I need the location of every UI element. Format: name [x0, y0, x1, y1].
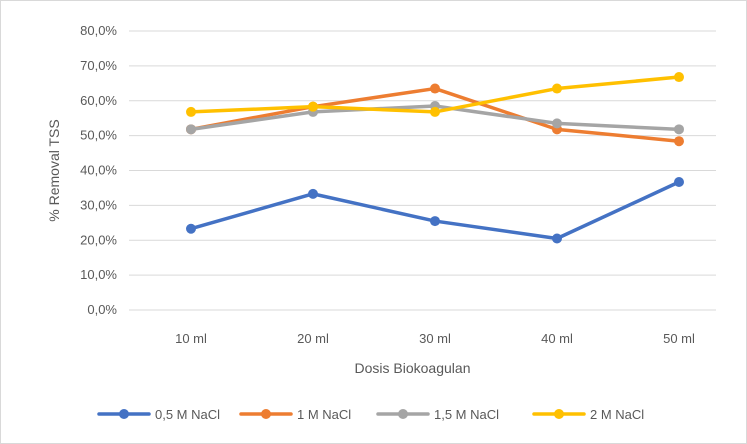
data-point: [674, 177, 684, 188]
data-point: [430, 216, 440, 227]
data-point: [430, 83, 440, 94]
y-axis-title: % Removal TSS: [46, 119, 62, 221]
legend-item: 0,5 M NaCl: [97, 407, 220, 422]
y-tick-label: 40,0%: [80, 163, 117, 178]
y-tick-label: 50,0%: [80, 128, 117, 143]
data-point: [552, 233, 562, 244]
data-point: [430, 106, 440, 117]
series-group: [186, 177, 684, 244]
x-tick-label: 20 ml: [297, 331, 329, 346]
legend-swatch-marker: [398, 409, 408, 419]
legend-label: 1 M NaCl: [297, 407, 351, 422]
series-group: [186, 72, 684, 117]
series-line: [189, 180, 681, 241]
data-point: [674, 72, 684, 83]
y-tick-label: 20,0%: [80, 232, 117, 247]
x-tick-label: 50 ml: [663, 331, 695, 346]
y-tick-label: 80,0%: [80, 23, 117, 38]
legend-swatch-marker: [261, 409, 271, 419]
data-point: [308, 188, 318, 199]
data-point: [552, 83, 562, 94]
grid-lines: [129, 30, 716, 311]
legend-label: 2 M NaCl: [590, 407, 644, 422]
y-tick-label: 60,0%: [80, 93, 117, 108]
legend-label: 0,5 M NaCl: [155, 407, 220, 422]
x-tick-label: 40 ml: [541, 331, 573, 346]
data-point: [674, 124, 684, 135]
legend-item: 1,5 M NaCl: [376, 407, 499, 422]
y-tick-label: 0,0%: [87, 302, 117, 317]
y-tick-label: 10,0%: [80, 267, 117, 282]
legend: 0,5 M NaCl 1 M NaCl 1,5 M NaCl 2 M NaCl: [97, 407, 644, 422]
data-point: [186, 124, 196, 135]
x-axis-ticks: 10 ml 20 ml 30 ml 40 ml 50 ml: [175, 331, 695, 346]
x-tick-label: 30 ml: [419, 331, 451, 346]
x-axis-title: Dosis Biokoagulan: [355, 360, 471, 376]
series-group: [186, 100, 684, 135]
y-tick-label: 30,0%: [80, 197, 117, 212]
y-tick-label: 70,0%: [80, 58, 117, 73]
legend-swatch-marker: [554, 409, 564, 419]
legend-item: 1 M NaCl: [239, 407, 351, 422]
data-point: [674, 136, 684, 147]
x-tick-label: 10 ml: [175, 331, 207, 346]
data-point: [186, 106, 196, 117]
legend-label: 1,5 M NaCl: [434, 407, 499, 422]
legend-item: 2 M NaCl: [532, 407, 644, 422]
data-point: [186, 223, 196, 234]
data-point: [552, 118, 562, 129]
data-point: [308, 101, 318, 112]
legend-swatch-marker: [119, 409, 129, 419]
y-axis-ticks: 0,0% 10,0% 20,0% 30,0% 40,0% 50,0% 60,0% 70,0% 8…: [80, 23, 117, 317]
series-lines: [186, 72, 684, 244]
